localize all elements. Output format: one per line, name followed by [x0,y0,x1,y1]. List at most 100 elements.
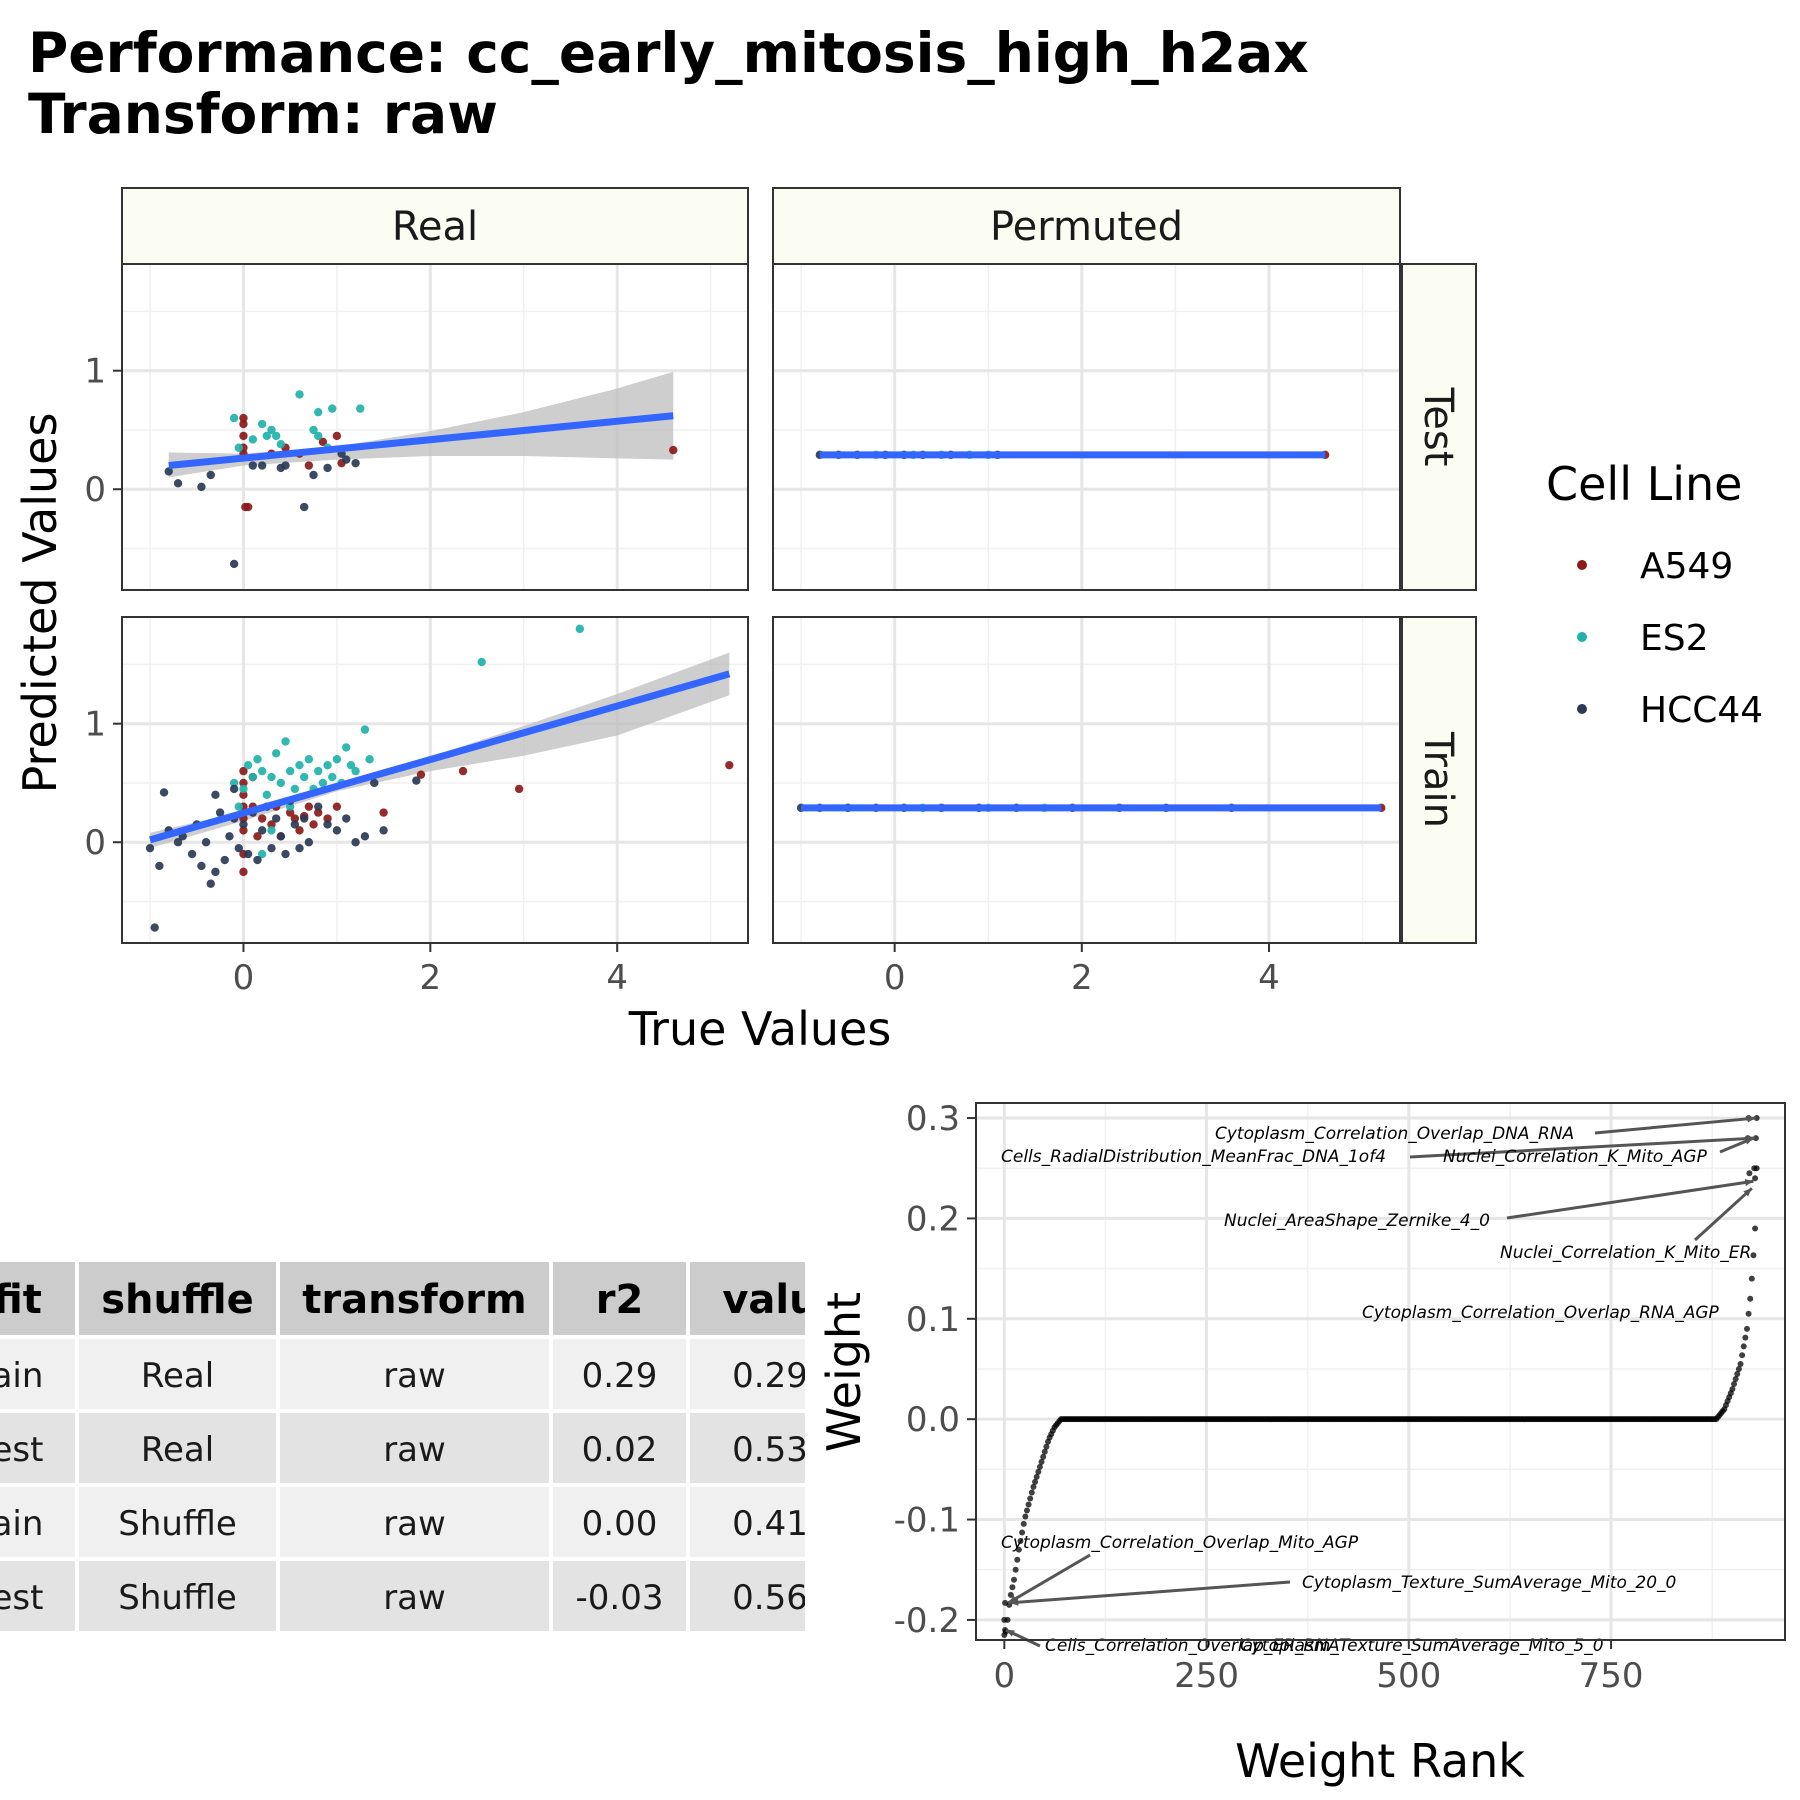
data-point-hcc44 [342,814,351,823]
weight-point [1746,1170,1753,1177]
data-point-hcc44 [187,849,197,859]
annotation-arrow [1693,1187,1753,1242]
data-point-es2 [276,439,286,449]
data-point-es2 [257,849,267,859]
weight-point [1032,1478,1039,1485]
data-point-a549 [243,502,253,512]
data-point-hcc44 [234,843,243,853]
data-point-es2 [314,431,323,441]
panel-border [121,263,749,591]
table-cell-bg [280,1487,549,1557]
data-point-hcc44 [229,784,239,794]
annotation-arrow [1594,1116,1757,1135]
data-point-es2 [267,425,276,435]
annotation-arrow [1007,1553,1091,1605]
data-point-a549 [304,461,314,470]
table-cell-bg [690,1413,805,1483]
table-cell-bg [0,1413,75,1483]
table-header-value: valu [722,1277,817,1323]
data-point-a549 [669,445,678,455]
annotation-label: Nuclei_Correlation_K_Mito_ER [1500,1243,1751,1263]
table-header-cell [690,1262,805,1335]
data-point-hcc44 [351,458,360,468]
x-tick-label: 500 [1376,1656,1441,1696]
data-point-hcc44 [197,861,206,871]
panel-background [773,617,1400,943]
x-tick-label: 0 [993,1656,1015,1696]
y-tick-label: 0.2 [906,1199,960,1239]
x-tick-label: 0 [884,958,906,998]
x-axis-title: True Values [628,1002,892,1056]
data-point-hcc44 [342,455,351,464]
y-tick-label: 1 [84,705,106,745]
y-tick-label: -0.2 [894,1601,960,1641]
weight-rank-chart: Cytoplasm_Correlation_Overlap_DNA_RNA Cel… [817,1099,1786,1788]
table-header-fit: fit [0,1277,42,1323]
data-point-es2 [276,778,286,788]
y-tick-label: 0 [84,470,106,510]
table-header-cell [79,1262,276,1335]
weight-point [1751,1165,1758,1172]
table-cell-fit: ain [0,1504,43,1544]
table-cell-value: 0.29 [732,1356,808,1396]
data-point-es2 [229,413,239,423]
weight-point [1007,1591,1014,1598]
data-point-es2 [477,657,486,667]
table-cell-transform: raw [383,1430,446,1470]
weight-point [1041,1448,1048,1455]
weight-point [1036,1463,1043,1470]
data-point-hcc44 [206,879,215,888]
annotation-label: Nuclei_AreaShape_Zernike_4_0 [1224,1211,1490,1231]
panel-permuted-test [772,263,1401,591]
data-point-hcc44 [323,463,332,473]
data-point-hcc44 [412,776,421,785]
weight-point [1038,1458,1045,1465]
strip-permuted [772,187,1401,265]
data-point-hcc44 [379,826,388,835]
data-point-es2 [229,778,239,788]
annotation-arrowhead [1743,1188,1752,1197]
table-cell-shuffle: Shuffle [118,1504,236,1544]
x-tick-label: 4 [1258,958,1280,998]
annotation-arrowhead [1005,1629,1015,1637]
annotation-label: Cells_RadialDistribution_MeanFrac_DNA_1o… [1001,1147,1386,1167]
data-point-es2 [285,802,295,811]
data-point-a549 [295,826,304,835]
table-header-shuffle: shuffle [101,1277,254,1323]
data-point-es2 [356,404,365,413]
table-header-transform: transform [302,1277,526,1323]
table-cell-bg [690,1339,805,1409]
table-cell-bg [690,1487,805,1557]
strip-label-train: Train [1415,731,1461,828]
data-point-hcc44 [323,820,332,829]
data-point-es2 [328,772,337,782]
data-point-a549 [239,431,248,441]
weight-point [1014,1556,1021,1563]
data-point-hcc44 [267,843,276,853]
data-point-es2 [281,737,290,746]
weight-point [1033,1473,1040,1480]
weight-point [1017,1538,1024,1545]
data-point-es2 [248,772,258,782]
table-cell-r2: 0.29 [582,1356,658,1396]
data-point-hcc44 [243,849,253,859]
data-point-es2 [299,772,309,782]
data-point-hcc44 [215,808,225,817]
table-cell-bg [553,1339,686,1409]
annotation-label: Nuclei_Correlation_K_Mito_AGP [1443,1147,1708,1167]
weight-point [1731,1381,1738,1388]
data-point-hcc44 [164,467,173,476]
weight-point [1011,1576,1018,1583]
strip-real [121,187,749,265]
legend-title: Cell Line [1546,457,1742,511]
data-point-hcc44 [281,461,290,470]
legend-label-a549: A549 [1640,546,1733,587]
data-point-hcc44 [253,855,262,865]
table-cell-transform: raw [383,1504,446,1544]
annotation-arrowhead [1744,1138,1754,1145]
data-point-es2 [271,431,281,441]
table-cell-bg [553,1561,686,1631]
strip-label-permuted: Permuted [990,204,1183,250]
annotation-arrow [1409,1136,1756,1159]
